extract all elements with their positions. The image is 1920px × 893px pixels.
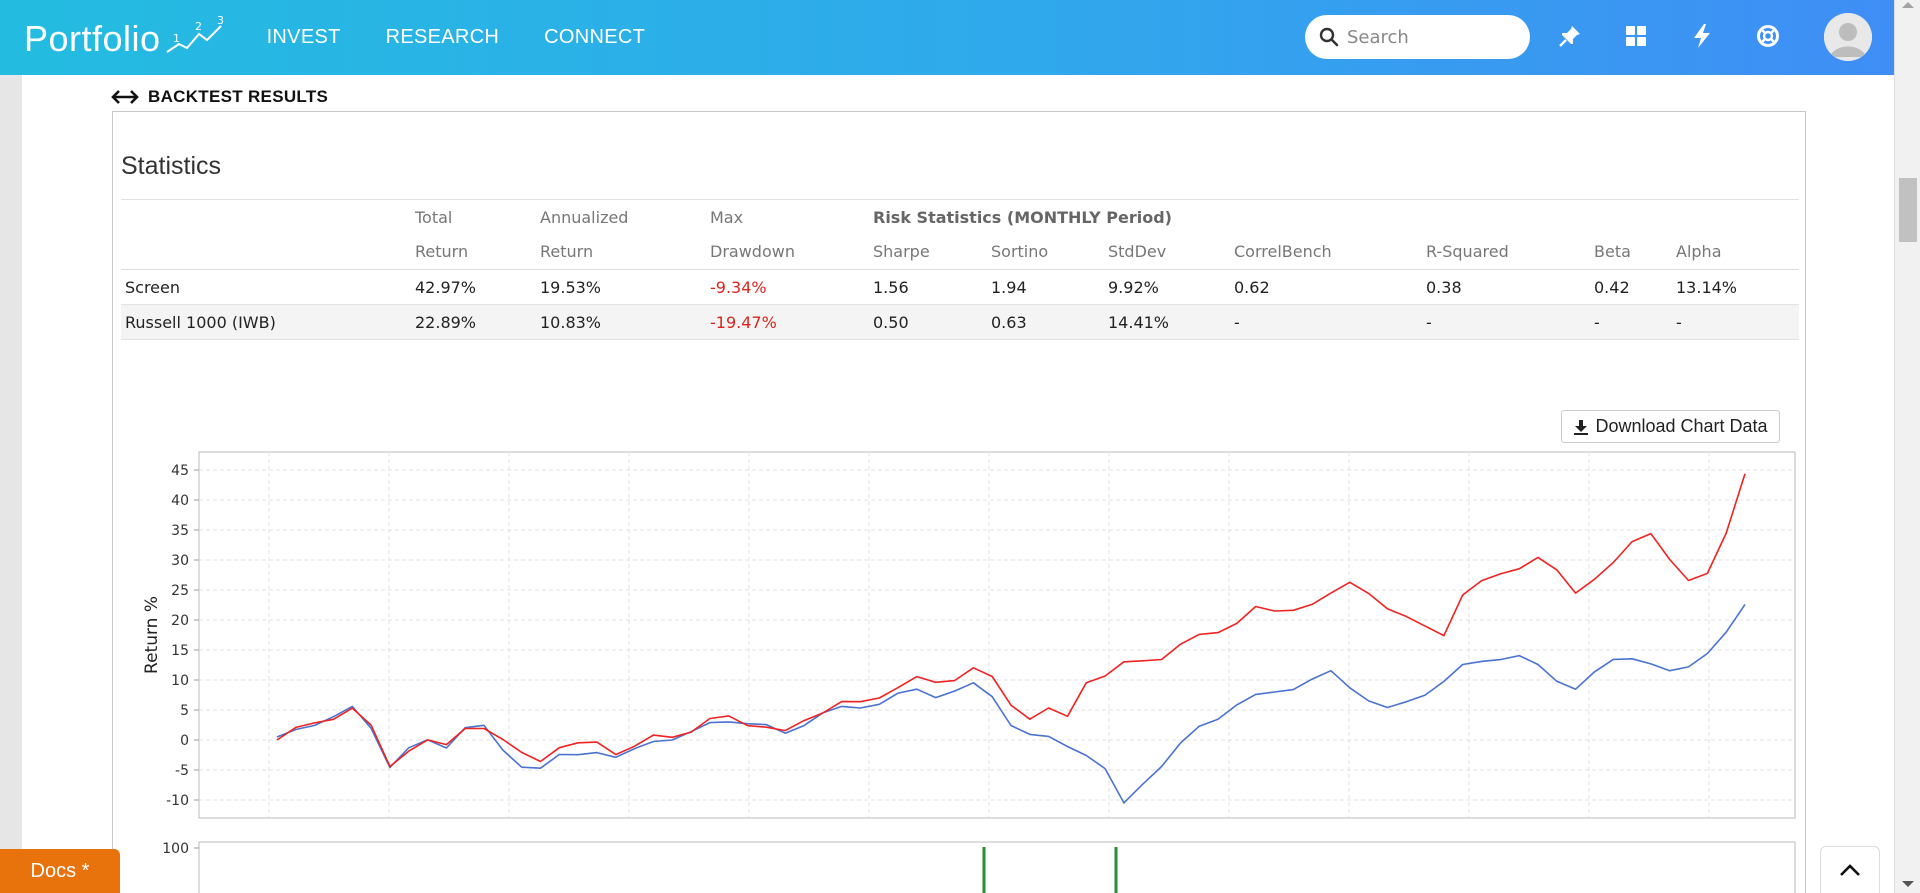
- y-tick-label: -10: [166, 793, 189, 809]
- download-chart-data-button[interactable]: Download Chart Data: [1561, 410, 1780, 443]
- y-tick-label: 30: [171, 553, 189, 569]
- table-cell: -: [1672, 304, 1799, 340]
- table-cell: 0.62: [1230, 269, 1422, 305]
- table-cell: 10.83%: [536, 304, 706, 340]
- header-cell: Return: [411, 234, 536, 270]
- table-cell: 0.63: [987, 304, 1104, 340]
- search-box[interactable]: [1305, 15, 1530, 59]
- header-cell: Max: [706, 199, 869, 235]
- y-tick-label: 25: [171, 583, 189, 599]
- y-tick-label: 45: [171, 463, 189, 479]
- table-cell: 9.92%: [1104, 269, 1230, 305]
- chevron-up-icon: [1840, 864, 1860, 876]
- header-cell: Return: [536, 234, 706, 270]
- table-header-row: Return Return Drawdown Sharpe Sortino St…: [121, 234, 1799, 270]
- row-label: Screen: [121, 269, 411, 305]
- help-icon[interactable]: [1754, 22, 1782, 50]
- header-cell: Annualized: [536, 199, 706, 235]
- nav-invest[interactable]: INVEST: [266, 26, 341, 48]
- table-cell: 0.38: [1422, 269, 1590, 305]
- download-label: Download Chart Data: [1595, 416, 1768, 436]
- table-cell: 1.94: [987, 269, 1104, 305]
- plot-area: [198, 451, 1796, 819]
- scroll-up-icon[interactable]: [1902, 2, 1914, 8]
- y-tick-label: 15: [171, 643, 189, 659]
- logo-mark-2: 2: [195, 20, 202, 33]
- header-cell: [121, 199, 411, 235]
- scroll-thumb[interactable]: [1899, 178, 1917, 242]
- scroll-down-icon[interactable]: [1902, 881, 1914, 887]
- y-tick-label: -5: [175, 763, 189, 779]
- download-icon: [1574, 419, 1589, 435]
- logo-chart-icon: 1 2 3: [166, 16, 224, 53]
- table-cell: 22.89%: [411, 304, 536, 340]
- docs-button[interactable]: Docs *: [0, 849, 120, 893]
- y-tick-label: 20: [171, 613, 189, 629]
- page-content: BACKTEST RESULTS Statistics Total Annual…: [22, 75, 1894, 893]
- returns-chart: -10 -5 0 5 10 15 20 25 30 35 40 45 Return % 100: [142, 451, 1796, 893]
- header-cell: Sharpe: [869, 234, 987, 270]
- nav-research[interactable]: RESEARCH: [385, 26, 500, 48]
- header-cell: Sortino: [987, 234, 1104, 270]
- risk-statistics-header: Risk Statistics (MONTHLY Period): [869, 199, 1799, 235]
- table-cell: 19.53%: [536, 269, 706, 305]
- table-cell: -: [1230, 304, 1422, 340]
- lightning-icon[interactable]: [1688, 22, 1716, 50]
- header-cell: Drawdown: [706, 234, 869, 270]
- page-scrollbar[interactable]: [1894, 0, 1920, 893]
- pin-icon[interactable]: [1556, 22, 1584, 50]
- header-cell: [121, 234, 411, 270]
- logo-text: Portfolio: [24, 18, 161, 59]
- header-cell: StdDev: [1104, 234, 1230, 270]
- logo[interactable]: Portfolio 1 2 3: [24, 0, 229, 75]
- header-cell: CorrelBench: [1230, 234, 1422, 270]
- table-cell: -: [1590, 304, 1672, 340]
- y-tick-label: 0: [180, 733, 189, 749]
- search-icon: [1319, 27, 1339, 47]
- y-axis-label: Return %: [142, 596, 162, 674]
- navigator-panel: [198, 841, 1796, 893]
- table-cell: 0.42: [1590, 269, 1672, 305]
- header-cell: R-Squared: [1422, 234, 1590, 270]
- header-cell: Alpha: [1672, 234, 1799, 270]
- y-tick-label: 35: [171, 523, 189, 539]
- main-nav: INVEST RESEARCH CONNECT: [267, 26, 691, 49]
- logo-mark-1: 1: [173, 32, 180, 45]
- scroll-to-top-button[interactable]: [1820, 846, 1880, 893]
- table-cell: 13.14%: [1672, 269, 1799, 305]
- y-tick-label: 5: [180, 703, 189, 719]
- navigator-y-tick-label: 100: [162, 841, 189, 857]
- table-cell: 14.41%: [1104, 304, 1230, 340]
- header-cell: Total: [411, 199, 536, 235]
- benchmark-series-line: [276, 603, 1746, 804]
- y-tick-label: 40: [171, 493, 189, 509]
- expand-arrows-icon[interactable]: [110, 89, 140, 105]
- backtest-results-title: BACKTEST RESULTS: [148, 87, 329, 106]
- table-row: Russell 1000 (IWB) 22.89% 10.83% -19.47%…: [121, 304, 1799, 340]
- table-cell: 42.97%: [411, 269, 536, 305]
- logo-mark-3: 3: [217, 16, 224, 27]
- statistics-title: Statistics: [121, 152, 222, 180]
- results-panel: Statistics Total Annualized Max Risk Sta…: [112, 111, 1806, 893]
- table-header-row: Total Annualized Max Risk Statistics (MO…: [121, 199, 1799, 235]
- table-cell: -: [1422, 304, 1590, 340]
- user-avatar[interactable]: [1824, 13, 1872, 61]
- top-navbar: Portfolio 1 2 3 INVEST RESEARCH CONNECT: [0, 0, 1894, 75]
- row-label: Russell 1000 (IWB): [121, 304, 411, 340]
- nav-connect[interactable]: CONNECT: [544, 26, 646, 48]
- table-cell: -19.47%: [706, 304, 869, 340]
- statistics-table: Total Annualized Max Risk Statistics (MO…: [121, 199, 1799, 340]
- grid-icon[interactable]: [1622, 22, 1650, 50]
- screen-series-line: [276, 473, 1746, 768]
- table-cell: 0.50: [869, 304, 987, 340]
- table-row: Screen 42.97% 19.53% -9.34% 1.56 1.94 9.…: [121, 269, 1799, 305]
- y-tick-label: 10: [171, 673, 189, 689]
- search-input[interactable]: [1347, 26, 1517, 48]
- backtest-results-header: BACKTEST RESULTS: [110, 87, 328, 107]
- table-cell: -9.34%: [706, 269, 869, 305]
- header-cell: Beta: [1590, 234, 1672, 270]
- table-cell: 1.56: [869, 269, 987, 305]
